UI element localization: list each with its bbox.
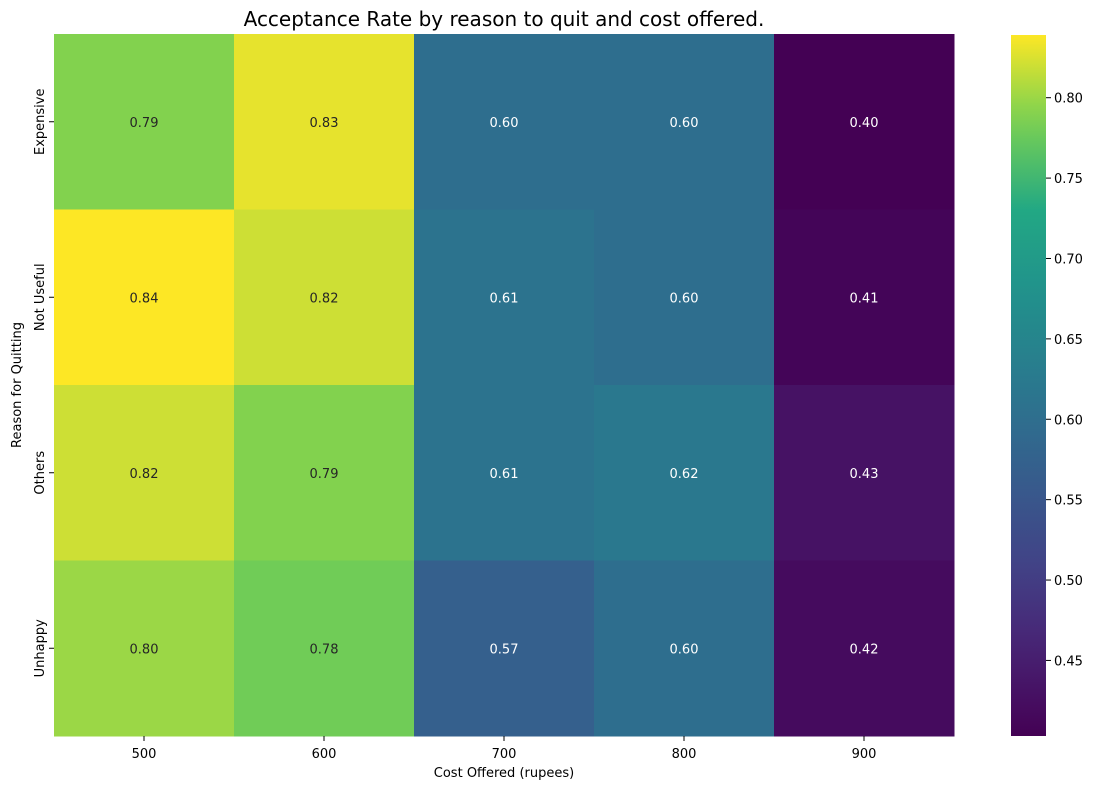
cell-value-label: 0.79 <box>130 116 159 131</box>
heatmap-cell <box>234 560 415 737</box>
cell-value-label: 0.83 <box>310 116 339 131</box>
y-tick-label: Not Useful <box>33 263 48 331</box>
cell-value-label: 0.41 <box>850 291 879 306</box>
heatmap-cell <box>54 34 235 210</box>
cell-value-label: 0.61 <box>490 467 519 482</box>
heatmap-cell <box>414 560 595 737</box>
heatmap-cell <box>414 209 595 386</box>
heatmap-cell <box>414 385 595 561</box>
heatmap-cell <box>54 560 235 737</box>
y-tick-label: Unhappy <box>33 619 48 677</box>
colorbar-tick-label: 0.70 <box>1054 252 1083 267</box>
colorbar <box>1011 35 1046 736</box>
colorbar-tick-label: 0.60 <box>1054 413 1083 428</box>
heatmap-cell <box>594 209 775 386</box>
x-tick-label: 700 <box>492 747 517 762</box>
cell-value-label: 0.60 <box>670 116 699 131</box>
cell-value-label: 0.84 <box>130 291 159 306</box>
heatmap-cell <box>234 385 415 561</box>
heatmap-cells <box>54 34 955 737</box>
heatmap-cell <box>54 209 235 386</box>
colorbar-tick-label: 0.50 <box>1054 574 1083 589</box>
chart-title: Acceptance Rate by reason to quit and co… <box>244 7 765 31</box>
x-tick-label: 800 <box>672 747 697 762</box>
x-tick-label: 600 <box>312 747 337 762</box>
y-tick-label: Expensive <box>33 89 48 155</box>
colorbar-tick-label: 0.65 <box>1054 333 1083 348</box>
heatmap-cell <box>594 560 775 737</box>
heatmap-cell <box>774 34 955 210</box>
cell-value-label: 0.60 <box>670 291 699 306</box>
heatmap-cell <box>54 385 235 561</box>
heatmap-cell <box>234 34 415 210</box>
colorbar-tick-label: 0.45 <box>1054 654 1083 669</box>
cell-value-label: 0.60 <box>490 116 519 131</box>
cell-value-label: 0.60 <box>670 642 699 657</box>
cell-value-label: 0.57 <box>490 642 519 657</box>
heatmap-cell <box>774 560 955 737</box>
cell-value-label: 0.82 <box>310 291 339 306</box>
colorbar-tick-label: 0.80 <box>1054 92 1083 107</box>
cell-value-label: 0.43 <box>850 467 879 482</box>
x-axis-label: Cost Offered (rupees) <box>434 766 574 781</box>
cell-value-label: 0.62 <box>670 467 699 482</box>
x-tick-label: 900 <box>852 747 877 762</box>
heatmap-cell <box>594 385 775 561</box>
y-axis-ticks: Expensive Not Useful Others Unhappy <box>33 89 54 677</box>
cell-value-label: 0.40 <box>850 116 879 131</box>
colorbar-tick-label: 0.75 <box>1054 172 1083 187</box>
heatmap-cell <box>774 385 955 561</box>
colorbar-tick-label: 0.55 <box>1054 494 1083 509</box>
heatmap-cell <box>594 34 775 210</box>
heatmap-cell <box>414 34 595 210</box>
cell-value-label: 0.82 <box>130 467 159 482</box>
cell-value-label: 0.42 <box>850 642 879 657</box>
cell-value-label: 0.79 <box>310 467 339 482</box>
y-axis-label: Reason for Quitting <box>10 322 25 448</box>
cell-value-label: 0.80 <box>130 642 159 657</box>
heatmap-cell <box>774 209 955 386</box>
cell-value-label: 0.61 <box>490 291 519 306</box>
x-axis-ticks: 500 600 700 800 900 <box>132 736 877 762</box>
heatmap-cell <box>234 209 415 386</box>
cell-value-label: 0.78 <box>310 642 339 657</box>
heatmap-cell-labels: 0.79 0.83 0.60 0.60 0.40 0.84 0.82 0.61 0.60 0.41… <box>130 116 879 658</box>
colorbar-ticks: 0.45 0.50 0.55 0.60 0.65 0.70 0.75 0.80 <box>1046 92 1083 669</box>
y-tick-label: Others <box>33 451 48 495</box>
x-tick-label: 500 <box>132 747 157 762</box>
